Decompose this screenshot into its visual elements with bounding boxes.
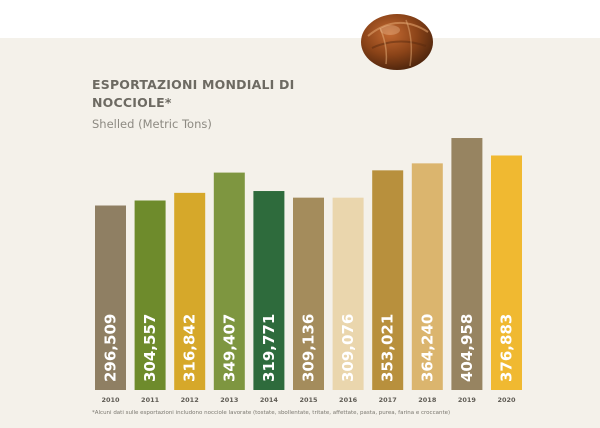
data-label-2019: 404,958	[458, 314, 476, 382]
x-tick-2016: 2016	[339, 396, 358, 404]
x-tick-2013: 2013	[220, 396, 238, 404]
x-tick-2010: 2010	[101, 396, 120, 404]
hazelnut-icon	[361, 14, 433, 70]
data-label-2010: 296,509	[102, 314, 120, 382]
x-tick-2011: 2011	[141, 396, 160, 404]
data-label-2015: 309,136	[300, 314, 318, 382]
bar-2011	[134, 200, 166, 390]
data-label-2016: 309,076	[339, 314, 357, 382]
data-label-2018: 364,240	[418, 314, 436, 382]
bar-2016	[332, 197, 364, 390]
bar-2019	[451, 138, 483, 390]
footnote: *Alcuni dati sulle esportazioni includon…	[92, 410, 451, 416]
bar-2013	[213, 172, 245, 390]
x-tick-2015: 2015	[299, 396, 318, 404]
chart-subtitle: Shelled (Metric Tons)	[92, 117, 212, 131]
data-label-2013: 349,407	[220, 314, 238, 382]
bar-2014	[253, 191, 285, 390]
x-tick-2018: 2018	[418, 396, 437, 404]
bar-2020	[491, 155, 522, 390]
data-label-2011: 304,557	[141, 314, 159, 382]
bar-2012	[174, 192, 206, 390]
x-tick-2019: 2019	[458, 396, 477, 404]
data-label-2014: 319,771	[260, 314, 278, 382]
chart-title: ESPORTAZIONI MONDIALI DI NOCCIOLE*	[92, 77, 295, 110]
x-tick-2017: 2017	[379, 396, 397, 404]
bar-2010	[95, 205, 126, 390]
bar-2015	[293, 197, 324, 390]
data-label-2012: 316,842	[181, 314, 199, 382]
bar-2018	[411, 163, 443, 390]
bar-2017	[372, 170, 404, 390]
x-tick-2020: 2020	[497, 396, 516, 404]
data-label-2017: 353,021	[379, 314, 397, 382]
x-tick-2012: 2012	[181, 396, 199, 404]
data-label-2020: 376,883	[498, 314, 516, 382]
x-tick-2014: 2014	[260, 396, 279, 404]
top-band	[0, 0, 600, 38]
